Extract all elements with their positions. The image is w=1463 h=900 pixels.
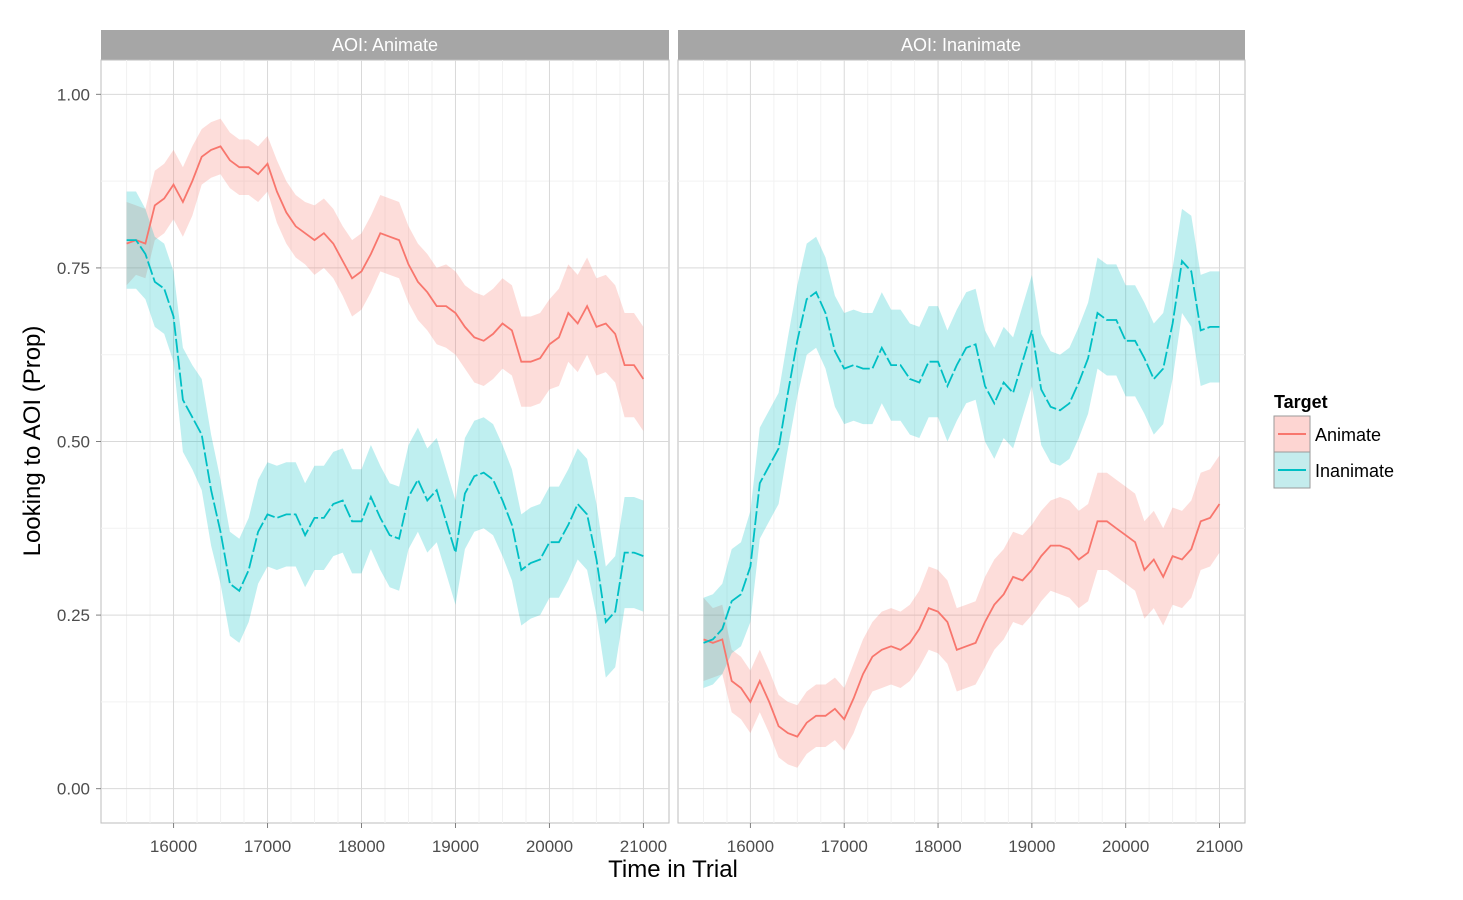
- facet-panel-animate: AOI: Animate: [100, 30, 670, 824]
- x-axis-title: Time in Trial: [608, 856, 738, 883]
- y-tick-label: 0.00: [57, 780, 90, 799]
- series-lines: [126, 145, 645, 625]
- legend-label-inanimate: Inanimate: [1315, 461, 1394, 481]
- strip-background: [678, 30, 1245, 60]
- x-tick-label: 20000: [1102, 837, 1149, 856]
- legend-item-animate: Animate: [1273, 415, 1381, 453]
- x-tick-label: 21000: [620, 837, 667, 856]
- x-tick-label: 16000: [727, 837, 774, 856]
- ci-ribbons: [703, 208, 1220, 768]
- ci-ribbon-animate: [703, 455, 1220, 768]
- series-line-inanimate: [126, 239, 644, 625]
- series-lines: [703, 258, 1221, 738]
- strip-label: AOI: Animate: [332, 35, 438, 55]
- x-axis: 16000 17000 18000 19000 20000 21000 16000 17000…: [150, 823, 1243, 856]
- x-tick-label: 18000: [914, 837, 961, 856]
- series-line-animate: [126, 145, 645, 380]
- y-tick-label: 1.00: [57, 85, 90, 104]
- grid-lines: [678, 60, 1245, 823]
- y-tick-label: 0.75: [57, 259, 90, 278]
- ci-ribbons: [126, 118, 644, 678]
- legend-label-animate: Animate: [1315, 425, 1381, 445]
- series-line-animate: [703, 503, 1221, 738]
- y-tick-label: 0.25: [57, 606, 90, 625]
- x-tick-label: 17000: [244, 837, 291, 856]
- strip-background: [101, 30, 669, 60]
- x-tick-label: 19000: [1008, 837, 1055, 856]
- x-tick-label: 19000: [432, 837, 479, 856]
- y-axis-title: Looking to AOI (Prop): [19, 326, 46, 557]
- x-tick-label: 21000: [1196, 837, 1243, 856]
- x-tick-label: 20000: [526, 837, 573, 856]
- legend-item-inanimate: Inanimate: [1273, 451, 1394, 489]
- x-tick-label: 18000: [338, 837, 385, 856]
- ci-ribbon-inanimate: [703, 208, 1220, 688]
- ci-ribbon-inanimate: [126, 191, 644, 678]
- grid-lines: [101, 60, 669, 823]
- series-line-inanimate: [703, 258, 1220, 644]
- ci-ribbon-animate: [126, 118, 644, 432]
- legend-title: Target: [1274, 392, 1328, 412]
- x-tick-label: 17000: [821, 837, 868, 856]
- y-tick-label: 0.50: [57, 433, 90, 452]
- legend: Target Animate Inanimate: [1273, 392, 1394, 489]
- strip-label: AOI: Inanimate: [901, 35, 1021, 55]
- y-axis: 0.00 0.25 0.50 0.75 1.00: [57, 85, 101, 799]
- x-tick-label: 16000: [150, 837, 197, 856]
- facet-panel-inanimate: AOI: Inanimate: [677, 30, 1246, 824]
